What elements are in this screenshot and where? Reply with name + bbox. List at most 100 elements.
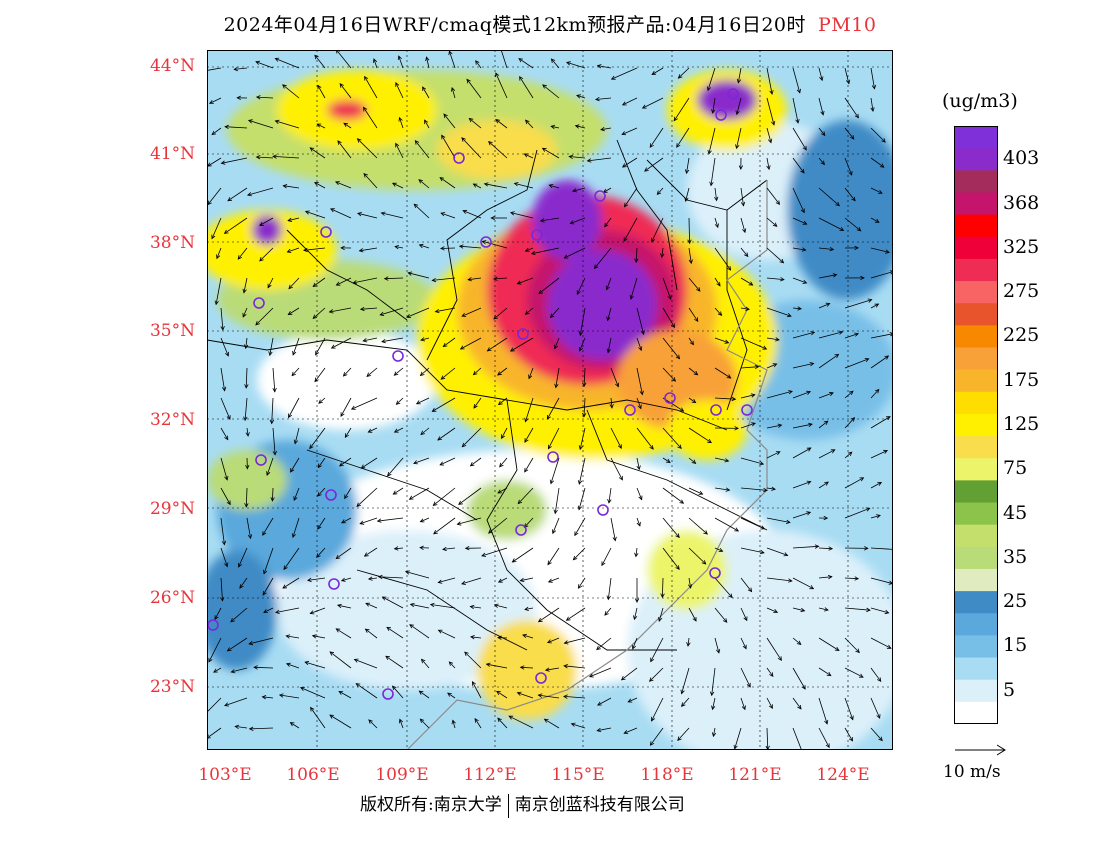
wind-arrow — [818, 97, 824, 115]
wind-arrowhead — [448, 50, 453, 56]
wind-arrowhead — [686, 642, 691, 647]
wind-arrowhead — [649, 741, 655, 746]
wind-arrow — [538, 694, 560, 699]
wind-arrow — [870, 247, 890, 253]
wind-arrow — [552, 517, 560, 534]
wind-arrowhead — [631, 644, 636, 650]
wind-arrowhead — [601, 561, 606, 567]
wind-arrow — [662, 457, 671, 463]
wind-arrowhead — [688, 259, 693, 265]
wind-arrow — [714, 637, 720, 654]
wind-arrowhead — [363, 552, 369, 557]
wind-arrowhead — [485, 662, 491, 667]
wind-arrowhead — [677, 74, 683, 79]
wind-arrowhead — [884, 355, 890, 360]
wind-arrowhead — [687, 583, 693, 589]
wind-arrowhead — [303, 247, 308, 253]
wind-arrowhead — [397, 55, 402, 61]
wind-arrow — [818, 449, 835, 459]
wind-arrowhead — [885, 249, 890, 254]
wind-arrowhead — [419, 718, 425, 724]
wind-arrowhead — [606, 595, 611, 601]
wind-arrow — [571, 723, 586, 729]
wind-arrow — [309, 147, 326, 159]
wind-arrow — [546, 397, 560, 420]
wind-arrow — [368, 719, 378, 729]
wind-arrow — [634, 607, 638, 620]
wind-arrowhead — [874, 388, 880, 394]
wind-arrowhead — [800, 168, 805, 174]
colorbar-level-label: 403 — [1003, 147, 1040, 170]
wind-arrowhead — [398, 718, 404, 724]
wind-arrowhead — [578, 445, 584, 451]
wind-arrowhead — [768, 138, 773, 144]
wind-arrowhead — [312, 282, 318, 288]
wind-arrow — [501, 427, 508, 439]
wind-arrow — [514, 183, 534, 189]
wind-arrow — [220, 457, 228, 481]
wind-arrow — [628, 697, 638, 703]
wind-arrowhead — [731, 396, 737, 402]
wind-arrow — [766, 390, 793, 399]
wind-arrow — [622, 157, 638, 168]
wind-arrow — [481, 547, 508, 557]
wind-arrowhead — [381, 338, 386, 344]
wind-arrowhead — [698, 490, 704, 495]
wind-arrowhead — [650, 657, 655, 663]
wind-arrow — [610, 427, 622, 449]
wind-arrow — [818, 247, 834, 250]
wind-arrowhead — [315, 350, 320, 356]
wind-arrowhead — [450, 86, 456, 92]
wind-arrowhead — [600, 126, 605, 132]
wind-arrowhead — [437, 436, 442, 441]
wind-arrow — [410, 603, 430, 609]
wind-arrow — [378, 576, 404, 579]
wind-arrowhead — [415, 400, 421, 405]
wind-arrowhead — [364, 628, 370, 633]
wind-arrowhead — [340, 245, 345, 251]
wind-arrow — [818, 187, 840, 207]
colorbar-level-label: 25 — [1003, 590, 1028, 613]
wind-arrow — [312, 277, 326, 287]
wind-arrow — [870, 271, 893, 279]
wind-arrow — [363, 173, 378, 189]
wind-arrowhead — [866, 607, 871, 613]
wind-arrow — [766, 637, 782, 661]
wind-arrowhead — [364, 75, 369, 81]
wind-arrowhead — [623, 237, 628, 242]
wind-arrow — [227, 637, 248, 652]
wind-arrowhead — [724, 339, 730, 344]
wind-arrow — [844, 637, 860, 653]
wind-arrowhead — [456, 521, 462, 526]
wind-arrowhead — [596, 727, 602, 733]
wind-arrowhead — [366, 372, 371, 377]
wind-arrowhead — [525, 119, 530, 125]
wind-arrowhead — [518, 58, 523, 63]
wind-arrow — [792, 67, 801, 93]
wind-arrow — [818, 607, 829, 611]
lat-tick-label: 29°N — [149, 499, 195, 519]
chart-title: 2024年04月16日WRF/cmaq模式12km预报产品:04月16日20时 P… — [0, 10, 1100, 37]
wind-arrowhead — [609, 403, 614, 409]
wind-arrow — [220, 547, 228, 567]
wind-arrowhead — [380, 211, 386, 216]
wind-arrow — [269, 337, 274, 356]
wind-arrow — [658, 607, 664, 622]
colorbar-level-label: 75 — [1003, 457, 1028, 480]
wind-arrow — [610, 457, 623, 481]
wind-arrow — [209, 97, 222, 104]
wind-arrowhead — [577, 505, 582, 511]
wind-arrowhead — [524, 247, 530, 252]
wind-arrow — [740, 187, 744, 206]
wind-arrowhead — [312, 314, 318, 319]
wind-arrowhead — [262, 531, 267, 536]
wind-arrowhead — [593, 264, 599, 270]
wind-arrowhead — [221, 540, 227, 546]
wind-arrowhead — [238, 562, 242, 568]
colorbar-level-label: 325 — [1003, 235, 1040, 258]
wind-arrowhead — [424, 119, 429, 125]
wind-arrowhead — [884, 609, 890, 615]
wind-arrowhead — [243, 344, 249, 350]
wind-arrow — [766, 547, 788, 556]
wind-arrowhead — [854, 113, 859, 119]
